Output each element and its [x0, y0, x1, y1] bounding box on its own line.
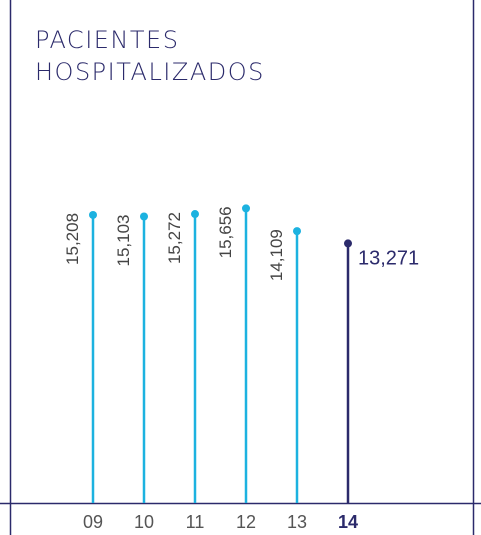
dot	[293, 227, 301, 236]
dot	[89, 210, 97, 219]
dot	[242, 204, 250, 213]
x-tick-label: 11	[186, 512, 205, 532]
value-label: 15,208	[63, 213, 82, 265]
x-tick-label: 14	[338, 512, 358, 532]
x-tick-label: 09	[83, 512, 103, 532]
x-tick-label: 12	[236, 512, 256, 532]
value-label: 15,103	[114, 215, 133, 267]
value-label: 13,271	[358, 247, 419, 269]
chart-title: PACIENTES HOSPITALIZADOS	[35, 26, 265, 86]
value-label: 14,109	[267, 229, 286, 281]
x-tick-label: 13	[287, 512, 307, 532]
value-label: 15,272	[165, 212, 184, 264]
value-label: 15,656	[216, 206, 235, 258]
dot	[191, 210, 199, 219]
x-tick-label: 10	[134, 512, 154, 532]
dot	[344, 239, 352, 248]
dot	[140, 212, 148, 221]
